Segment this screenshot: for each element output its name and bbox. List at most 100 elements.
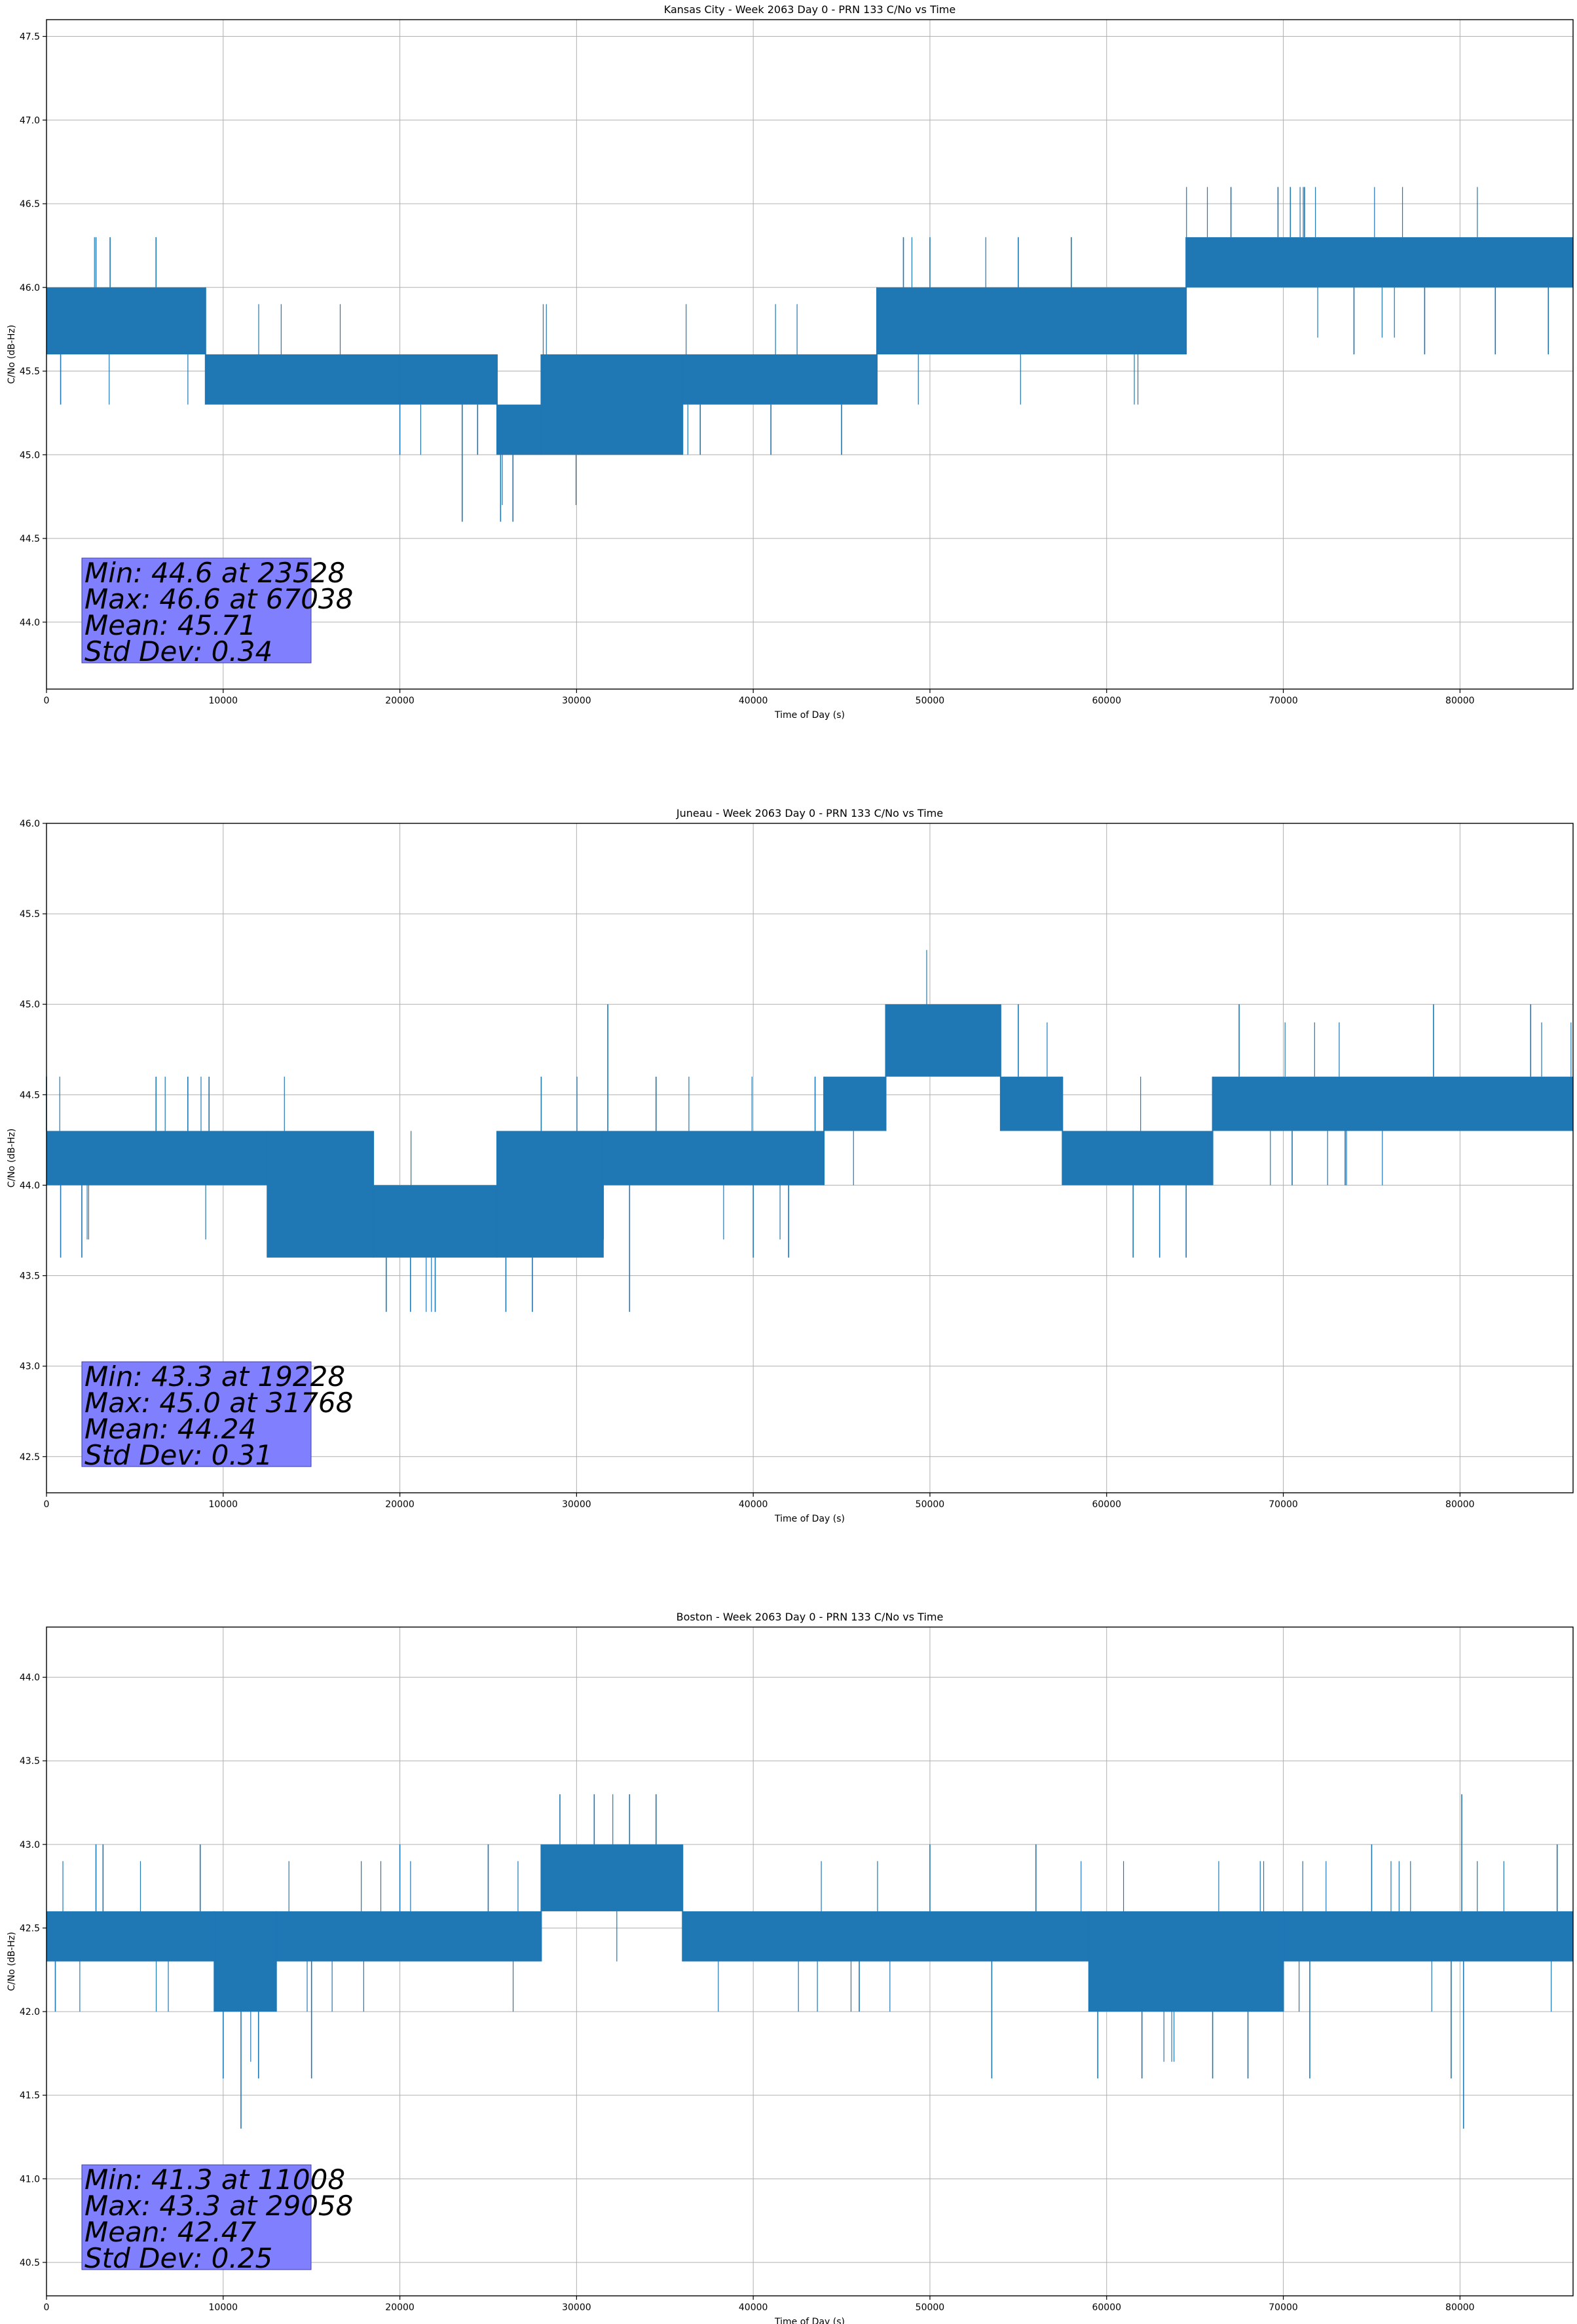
y-tick-label: 42.5 <box>20 1923 40 1934</box>
data-band <box>1000 1076 1063 1131</box>
y-tick-label: 43.0 <box>20 1840 40 1850</box>
y-tick-label: 44.0 <box>20 1180 40 1191</box>
chart-title: Boston - Week 2063 Day 0 - PRN 133 C/No … <box>677 1611 944 1623</box>
x-tick-label: 60000 <box>1092 1499 1121 1510</box>
data-series <box>46 950 1573 1312</box>
data-band <box>603 1131 825 1186</box>
y-axis-label: C/No (dB-Hz) <box>7 325 17 384</box>
stats-box <box>81 557 312 664</box>
x-tick-label: 20000 <box>385 696 415 706</box>
y-tick-label: 44.0 <box>20 618 40 628</box>
x-axis-label: Time of Day (s) <box>774 710 845 721</box>
stats-line: Mean: 44.24 <box>84 1413 256 1445</box>
data-series <box>46 1794 1573 2129</box>
data-band <box>205 354 400 405</box>
y-tick-label: 43.0 <box>20 1362 40 1372</box>
stats-line: Min: 43.3 at 19228 <box>84 1360 345 1393</box>
chart-panel-2: 0 10000 20000 30000 40000 50000 60000 70000 8000… <box>7 807 1574 1524</box>
data-band <box>885 1004 1001 1077</box>
stats-line: Std Dev: 0.25 <box>84 2242 272 2274</box>
x-tick-label: 20000 <box>385 2302 415 2313</box>
y-tick-label: 47.5 <box>20 32 40 43</box>
data-band <box>399 354 497 405</box>
y-tick-label: 42.5 <box>20 1452 40 1463</box>
y-tick-label: 46.0 <box>20 819 40 829</box>
stats-line: Max: 46.6 at 67038 <box>84 583 353 615</box>
y-tick-label: 45.0 <box>20 1000 40 1010</box>
y-tick-label: 45.0 <box>20 450 40 460</box>
y-tick-label: 44.5 <box>20 1090 40 1100</box>
stats-line: Mean: 42.47 <box>84 2216 256 2248</box>
x-tick-label: 70000 <box>1269 1499 1298 1510</box>
y-tick-label: 45.5 <box>20 367 40 377</box>
data-band <box>373 1185 497 1258</box>
x-tick-label: 50000 <box>916 696 945 706</box>
plot-frame <box>46 1626 1574 2296</box>
stats-line: Max: 43.3 at 29058 <box>84 2190 353 2222</box>
x-tick-label: 0 <box>44 2302 50 2313</box>
data-band <box>46 287 206 354</box>
x-tick-label: 80000 <box>1445 2302 1475 2313</box>
x-tick-label: 40000 <box>739 696 768 706</box>
data-band <box>1186 237 1573 288</box>
stats-line: Mean: 45.71 <box>84 609 256 641</box>
stats-box <box>81 1361 312 1467</box>
chart-title: Juneau - Week 2063 Day 0 - PRN 133 C/No … <box>676 807 943 819</box>
stats-box <box>81 2164 312 2270</box>
x-tick-label: 80000 <box>1445 1499 1475 1510</box>
y-tick-label: 41.5 <box>20 2091 40 2101</box>
stats-line: Std Dev: 0.31 <box>84 1439 272 1471</box>
data-band <box>267 1131 374 1258</box>
x-tick-label: 40000 <box>739 1499 768 1510</box>
chart-panel-1: 0 10000 20000 30000 40000 50000 60000 70000 8000… <box>7 3 1574 721</box>
x-tick-label: 60000 <box>1092 696 1121 706</box>
x-tick-label: 0 <box>44 1499 50 1510</box>
x-tick-label: 40000 <box>739 2302 768 2313</box>
data-series <box>46 187 1573 522</box>
x-tick-label: 30000 <box>562 1499 591 1510</box>
y-tick-label: 47.0 <box>20 115 40 126</box>
data-band <box>214 1911 276 2012</box>
y-tick-label: 43.5 <box>20 1756 40 1767</box>
stats-line: Min: 41.3 at 11008 <box>84 2164 345 2196</box>
x-tick-label: 20000 <box>385 1499 415 1510</box>
chart-panel-3: 0 10000 20000 30000 40000 50000 60000 70000 8000… <box>7 1611 1574 2324</box>
stats-line: Min: 44.6 at 23528 <box>84 557 345 589</box>
y-tick-label: 45.5 <box>20 909 40 920</box>
data-band <box>1062 1131 1213 1186</box>
plot-frame <box>46 823 1574 1493</box>
x-axis-label: Time of Day (s) <box>774 1514 845 1524</box>
x-tick-label: 10000 <box>209 1499 238 1510</box>
plot-frame <box>46 19 1574 690</box>
data-band <box>46 1131 268 1186</box>
y-tick-label: 44.0 <box>20 1673 40 1683</box>
x-tick-label: 80000 <box>1445 696 1475 706</box>
data-band <box>682 354 878 405</box>
data-band <box>1212 1076 1573 1131</box>
y-tick-label: 43.5 <box>20 1271 40 1282</box>
stats-line: Max: 45.0 at 31768 <box>84 1387 353 1419</box>
x-tick-label: 10000 <box>209 2302 238 2313</box>
data-band <box>541 354 683 455</box>
data-band <box>1283 1911 1573 1962</box>
data-band <box>46 1911 215 1962</box>
data-band <box>877 287 1187 354</box>
x-tick-label: 70000 <box>1269 2302 1298 2313</box>
y-axis-label: C/No (dB-Hz) <box>7 1932 17 1991</box>
y-tick-label: 46.5 <box>20 199 40 210</box>
x-tick-label: 30000 <box>562 2302 591 2313</box>
y-axis-label: C/No (dB-Hz) <box>7 1129 17 1188</box>
y-tick-label: 41.0 <box>20 2174 40 2184</box>
data-band <box>276 1911 542 1962</box>
x-tick-label: 70000 <box>1269 696 1298 706</box>
data-band <box>496 1131 603 1258</box>
y-tick-label: 46.0 <box>20 283 40 293</box>
y-tick-label: 44.5 <box>20 534 40 544</box>
x-tick-label: 50000 <box>916 2302 945 2313</box>
data-band <box>682 1911 1089 1962</box>
x-axis-label: Time of Day (s) <box>774 2317 845 2324</box>
stats-line: Std Dev: 0.34 <box>84 635 272 667</box>
chart-title: Kansas City - Week 2063 Day 0 - PRN 133 … <box>664 3 955 16</box>
data-band <box>541 1844 683 1911</box>
